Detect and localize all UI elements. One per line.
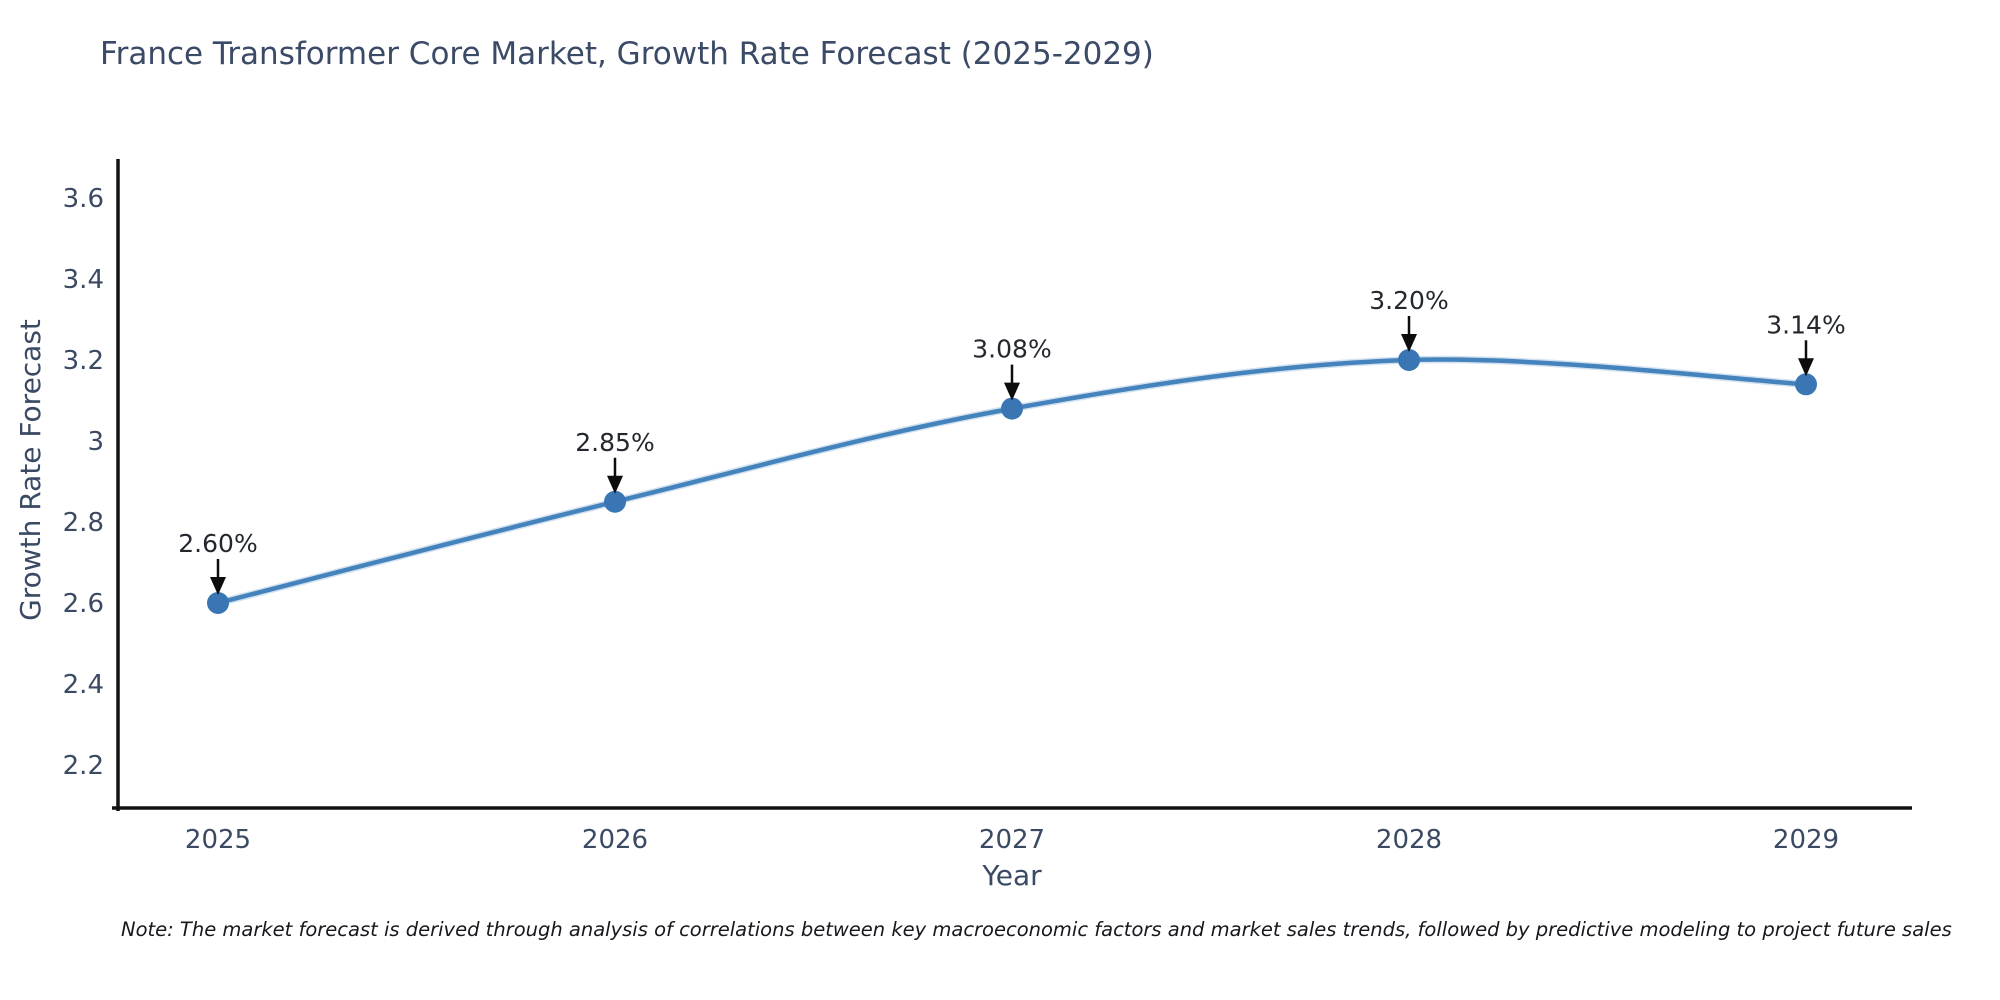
x-axis-title: Year <box>981 859 1042 892</box>
y-tick-label: 2.8 <box>63 508 104 538</box>
annotation-arrowhead-icon <box>1004 382 1020 401</box>
y-tick-label: 3.6 <box>63 184 104 214</box>
y-tick-label: 2.2 <box>63 751 104 781</box>
annotation-arrowhead-icon <box>607 475 623 494</box>
point-value-label: 3.20% <box>1369 286 1448 315</box>
y-tick-label: 3.2 <box>63 346 104 376</box>
data-point <box>604 490 626 513</box>
y-tick-label: 3.4 <box>63 265 104 295</box>
annotation-arrowhead-icon <box>210 577 226 595</box>
axes: 2.2 2.4 2.6 2.8 3 3.2 3.4 3.6 2025 2026 2027 2028 20… <box>14 159 1912 892</box>
annotation-arrowhead-icon <box>1798 358 1814 377</box>
x-tick-label: 2028 <box>1376 825 1442 855</box>
point-value-label: 2.60% <box>178 529 257 558</box>
point-annotations: 2.60% 2.85% 3.08% 3.20% 3.14% <box>178 286 1846 595</box>
y-tick-label: 3 <box>87 427 104 457</box>
point-value-label: 2.85% <box>575 428 654 457</box>
point-value-label: 3.14% <box>1766 310 1845 339</box>
data-point <box>1001 397 1023 420</box>
data-point <box>207 592 229 614</box>
y-tick-label: 2.6 <box>63 589 104 619</box>
x-tick-label: 2027 <box>979 825 1045 855</box>
annotation-arrowhead-icon <box>1401 334 1417 352</box>
point-value-label: 3.08% <box>972 335 1051 364</box>
footnote: Note: The market forecast is derived thr… <box>121 918 1952 941</box>
x-tick-label: 2029 <box>1773 825 1839 855</box>
data-point <box>1795 373 1817 396</box>
series-growth-rate <box>207 349 1817 614</box>
x-tick-label: 2026 <box>582 825 648 855</box>
chart-title: France Transformer Core Market, Growth R… <box>100 36 1154 72</box>
data-point <box>1398 349 1420 371</box>
y-axis-title: Growth Rate Forecast <box>14 319 47 621</box>
y-tick-label: 2.4 <box>63 670 104 700</box>
x-tick-label: 2025 <box>185 825 251 855</box>
